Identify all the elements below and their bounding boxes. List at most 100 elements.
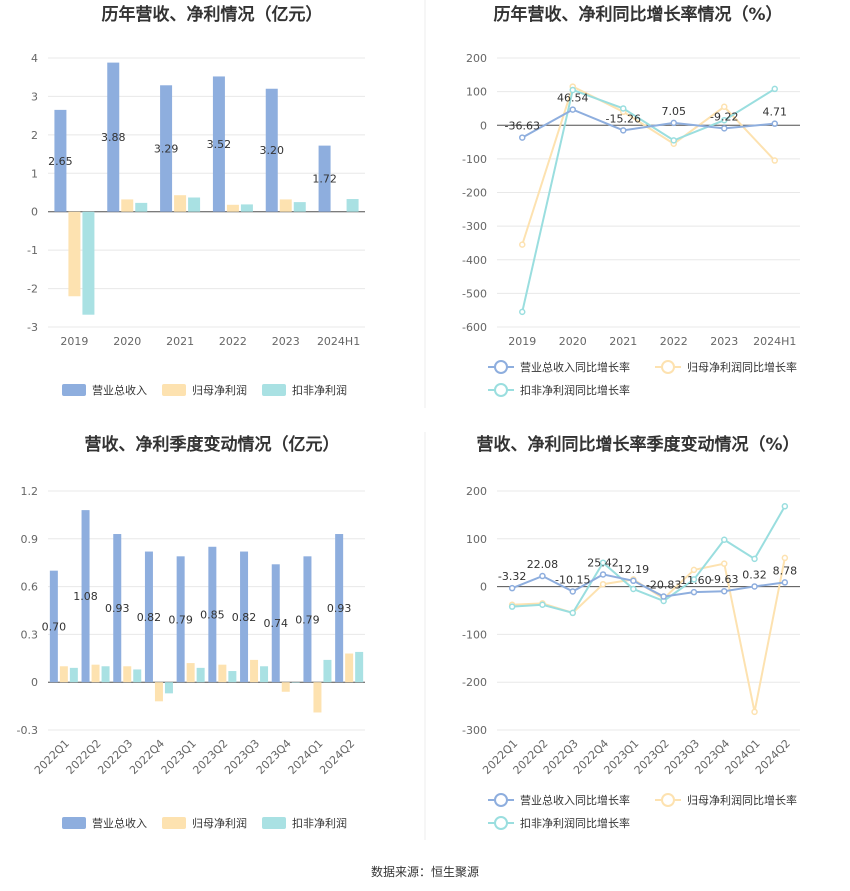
x-tick-label: 2024H1: [753, 335, 796, 348]
legend-swatch: [262, 817, 286, 829]
legend-marker: [494, 383, 508, 397]
legend-label: 归母净利润同比增长率: [687, 793, 797, 807]
y-tick-label: 200: [466, 485, 487, 498]
deducted-profit-bar: [260, 666, 269, 683]
revenue-bar: [212, 76, 225, 212]
y-tick-label: -300: [462, 724, 487, 737]
deducted-profit-bar: [164, 682, 173, 694]
data-label: 0.32: [742, 568, 767, 581]
quarterly-growth-rate-chart: 营收、净利同比增长率季度变动情况（%） -300 -200 -100 0 100 200 2…: [462, 434, 800, 830]
y-tick-label: -100: [462, 628, 487, 641]
legend-swatch: [162, 817, 186, 829]
data-label: 0.93: [105, 602, 130, 615]
legend-marker: [661, 360, 675, 374]
legend-label: 营业总收入同比增长率: [520, 793, 630, 807]
y-tick-label: -500: [462, 287, 487, 300]
data-point: [781, 503, 789, 510]
y-tick-label: 100: [466, 533, 487, 546]
net-profit-bar: [279, 199, 292, 212]
y-tick-label: 3: [31, 90, 38, 103]
data-point: [620, 127, 627, 134]
data-point: [508, 584, 516, 592]
data-label: 3.20: [260, 144, 285, 157]
deducted-profit-bar: [133, 669, 142, 683]
data-label: -10.15: [555, 573, 590, 586]
data-point: [771, 157, 778, 164]
legend-marker: [661, 793, 675, 807]
y-tick-label: -3: [27, 321, 38, 334]
data-label: -9.63: [710, 573, 738, 586]
y-tick-label: -100: [462, 153, 487, 166]
revenue-growth-line: [511, 573, 785, 598]
data-point: [781, 579, 789, 586]
data-label: 4.71: [763, 106, 788, 119]
x-tick-label: 2024Q2: [317, 737, 357, 777]
data-point: [599, 571, 607, 578]
y-tick-label: 4: [31, 52, 38, 65]
data-point: [569, 588, 576, 595]
net-profit-bar: [59, 666, 68, 683]
data-point: [599, 559, 607, 566]
data-point: [630, 585, 637, 593]
revenue-growth-line: [521, 108, 775, 139]
deducted-profit-bar: [196, 667, 205, 683]
x-tick-label: 2024H1: [317, 335, 360, 348]
x-tick-label: 2022: [660, 335, 688, 348]
legend-label: 归母净利润: [192, 383, 247, 397]
data-label: -9.22: [710, 110, 738, 123]
revenue-bar: [271, 564, 280, 683]
y-tick-label: -2: [27, 283, 38, 296]
data-point: [721, 125, 728, 132]
data-label: 25.42: [587, 556, 619, 569]
deducted-profit-bar: [323, 659, 332, 683]
net-profit-bar: [345, 653, 354, 683]
deducted-profit-bar: [101, 666, 110, 683]
annual-growth-rate-chart: 历年营收、净利同比增长率情况（%） -600 -500 -400 -300 -200 -1…: [462, 4, 800, 397]
deducted-profit-bar: [135, 202, 148, 212]
y-tick-label: 1: [31, 167, 38, 180]
y-tick-label: -1: [27, 244, 38, 257]
x-tick-label: 2022: [219, 335, 247, 348]
data-point: [569, 609, 576, 617]
y-tick-label: -200: [462, 676, 487, 689]
net-profit-bar: [281, 682, 290, 692]
data-label: 0.74: [264, 617, 289, 630]
y-tick-label: -300: [462, 220, 487, 233]
data-label: 3.88: [101, 131, 126, 144]
legend-swatch: [262, 384, 286, 396]
y-tick-label: 200: [466, 52, 487, 65]
data-label: 8.78: [773, 564, 798, 577]
net-profit-bar: [226, 204, 239, 212]
data-label: 0.82: [137, 611, 162, 624]
data-label: 0.82: [232, 611, 257, 624]
net-profit-bar: [218, 664, 227, 683]
net-profit-bar: [123, 666, 132, 683]
x-tick-label: 2019: [60, 335, 88, 348]
data-label: -36.63: [505, 120, 540, 133]
data-point: [620, 105, 627, 112]
data-label: -3.32: [498, 570, 526, 583]
data-label: 22.08: [527, 558, 559, 571]
chart-title: 历年营收、净利情况（亿元）: [102, 4, 323, 25]
data-point: [721, 103, 728, 111]
revenue-bar: [240, 551, 249, 683]
x-tick-label: 2021: [609, 335, 637, 348]
data-point: [721, 116, 728, 124]
data-point: [508, 603, 516, 610]
deducted-profit-bar: [240, 204, 253, 212]
y-tick-label: 0.3: [21, 628, 39, 641]
data-point: [670, 137, 677, 144]
net-profit-bar: [91, 664, 100, 683]
data-label: 12.19: [618, 563, 650, 576]
legend-swatch: [62, 817, 86, 829]
data-point: [539, 572, 546, 580]
data-label: 3.52: [207, 138, 232, 151]
y-tick-label: -400: [462, 254, 487, 267]
legend-marker: [494, 793, 508, 807]
data-point: [771, 85, 778, 93]
data-label: 0.70: [42, 620, 67, 633]
revenue-bar: [318, 145, 331, 212]
net-profit-bar: [186, 663, 195, 683]
data-point: [721, 560, 728, 567]
